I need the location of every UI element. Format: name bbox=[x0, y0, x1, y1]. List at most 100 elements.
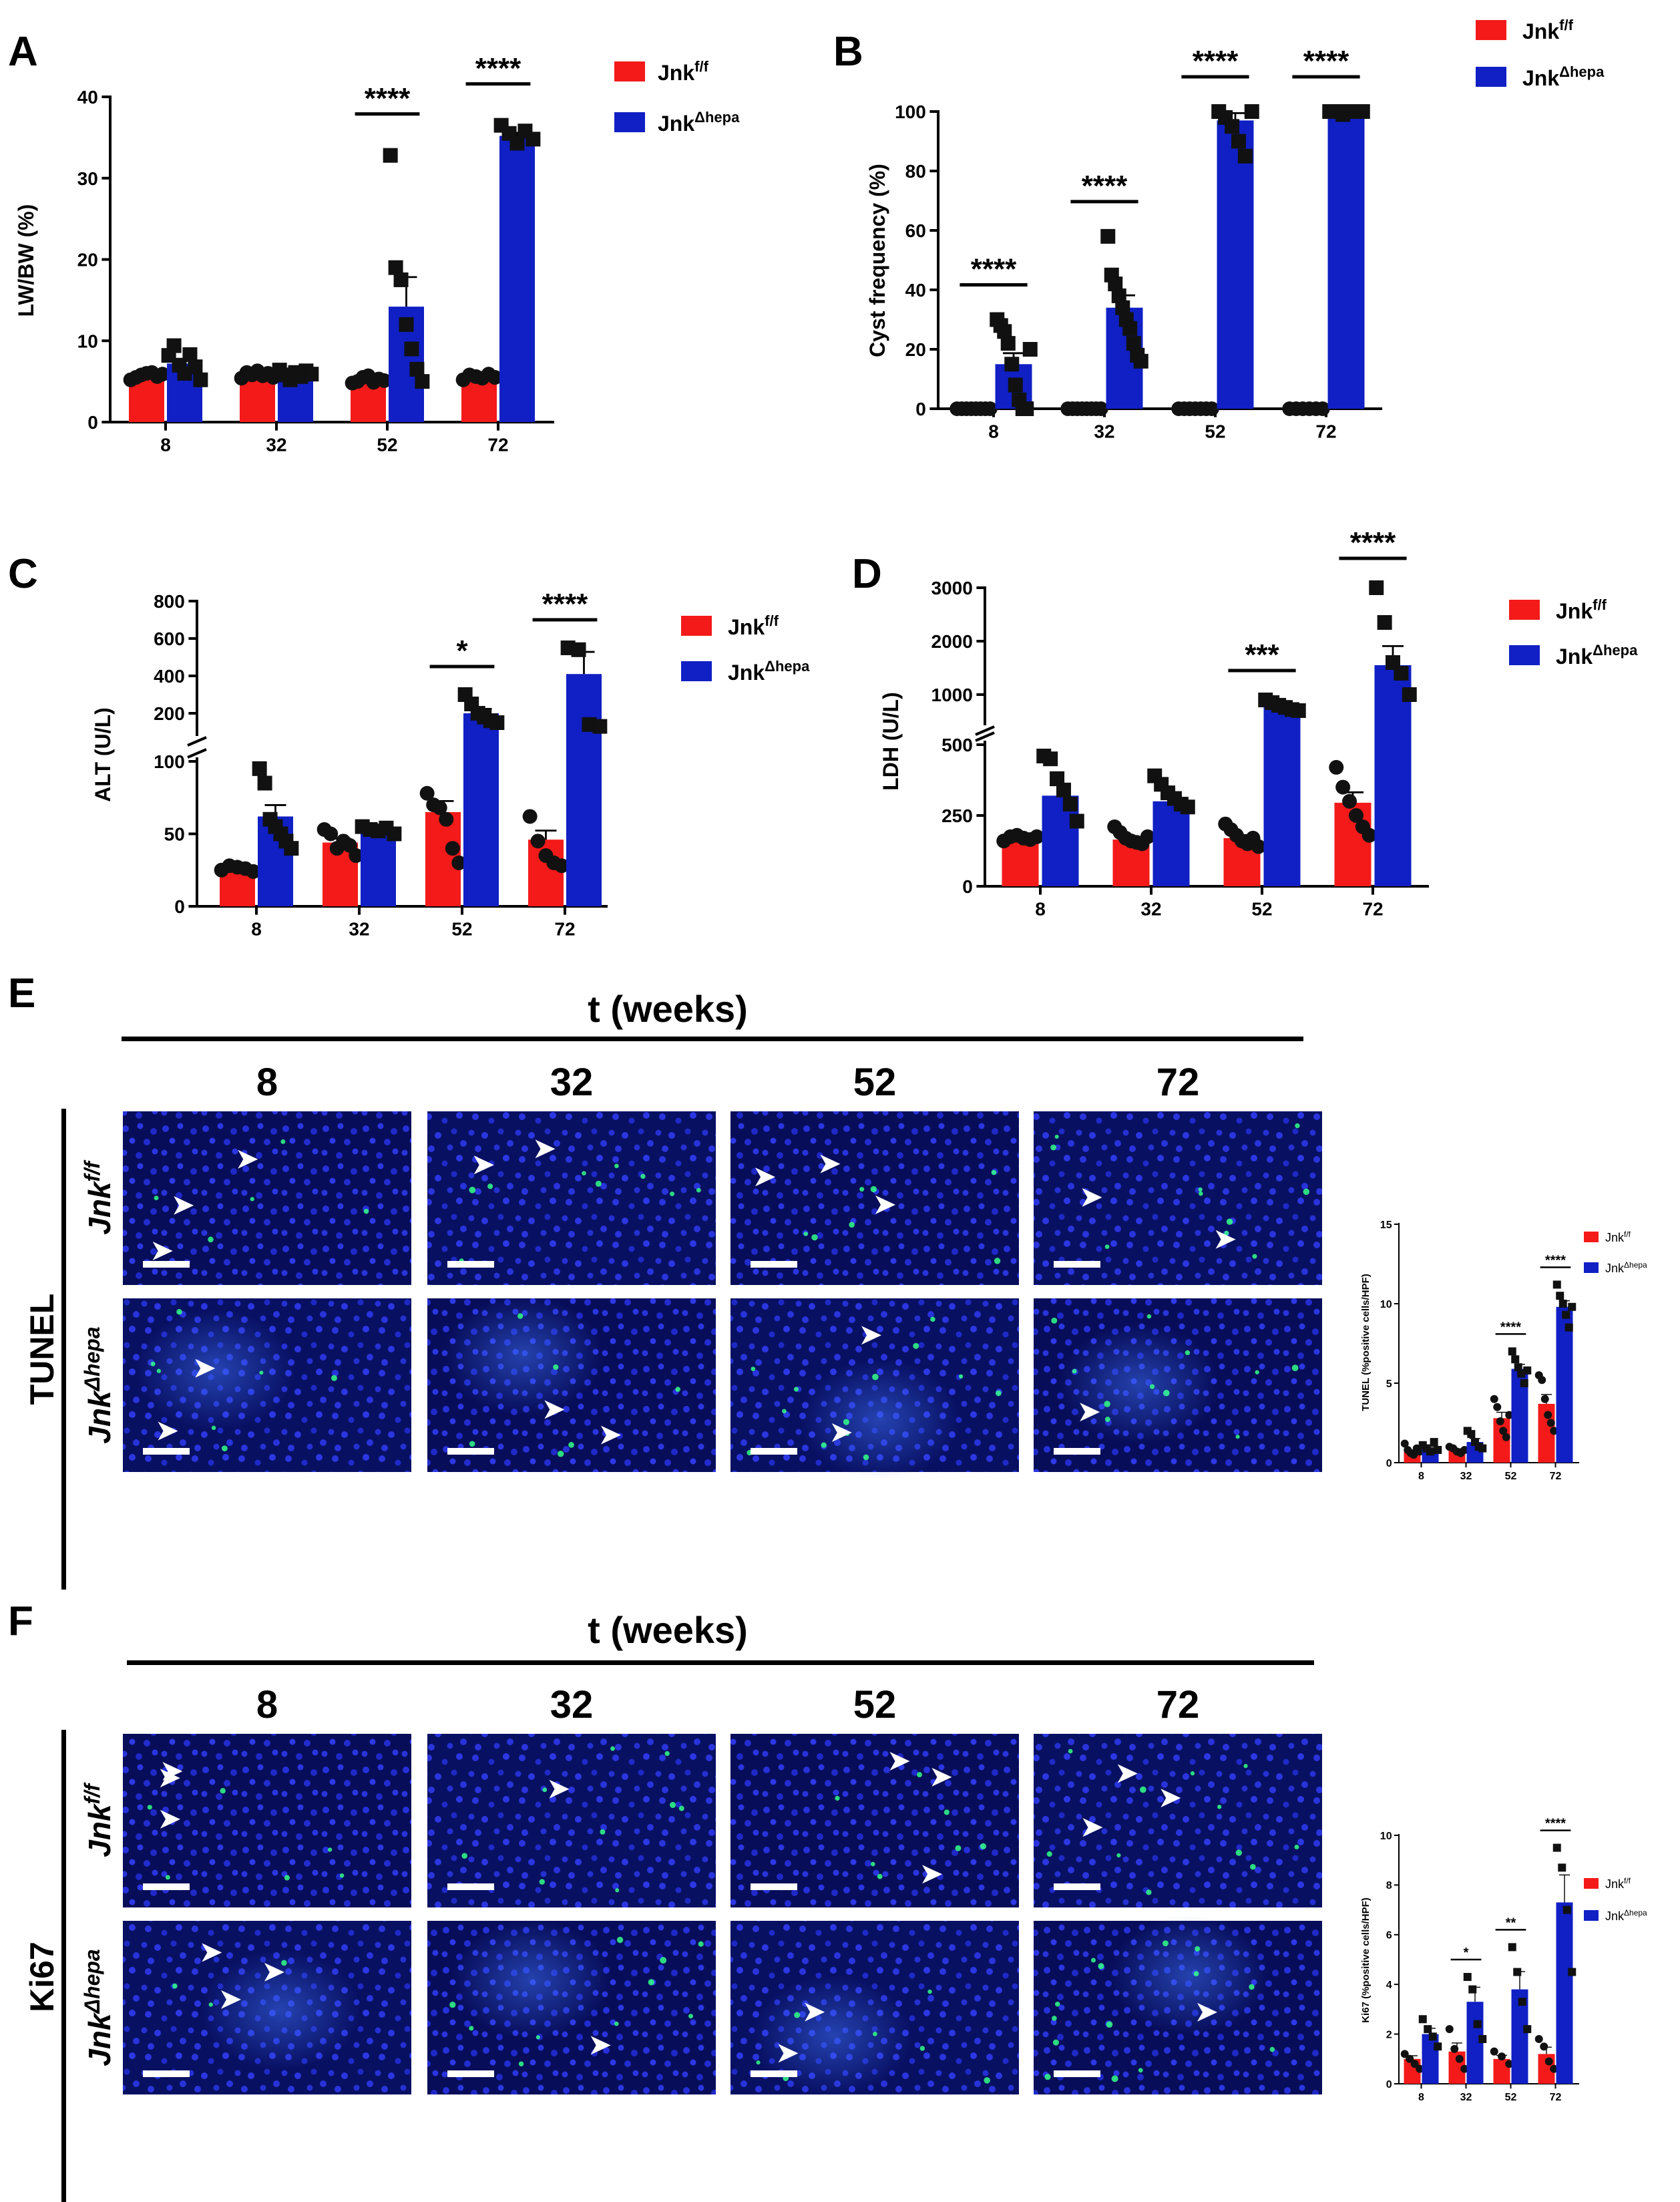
positive-cell bbox=[259, 1370, 264, 1375]
chart-e-x-tick-label: 8 bbox=[1418, 1471, 1424, 1482]
chart-e-point-mutant bbox=[1508, 1347, 1516, 1356]
chart-d-point-control bbox=[1029, 829, 1044, 844]
chart-b-bar-mutant bbox=[1217, 120, 1254, 409]
positive-cell bbox=[176, 1308, 182, 1315]
chart-e-point-control bbox=[1505, 1411, 1514, 1419]
column-label-e: 52 bbox=[853, 1061, 897, 1104]
positive-cell bbox=[449, 2001, 456, 2008]
arrowhead-icon bbox=[473, 1155, 494, 1175]
positive-cell bbox=[1255, 1370, 1259, 1374]
chart-f-point-control bbox=[1416, 2064, 1424, 2073]
legend-a-control-swatch bbox=[614, 61, 645, 81]
positive-cell bbox=[640, 1173, 646, 1179]
chart-c-bar-mutant bbox=[566, 674, 602, 906]
arrowhead-icon bbox=[220, 1990, 241, 2009]
positive-cell bbox=[220, 1788, 226, 1794]
chart-f-point-control bbox=[1455, 2054, 1464, 2063]
chart-e-point-control bbox=[1550, 1427, 1558, 1435]
positive-cell bbox=[1162, 1940, 1169, 1947]
chart-b-y-tick-label: 80 bbox=[905, 161, 926, 182]
chart-f-y-tick-label: 2 bbox=[1386, 2029, 1392, 2040]
legend-a: Jnkf/f JnkΔhepa bbox=[614, 58, 740, 136]
arrowhead-icon bbox=[600, 1425, 621, 1445]
positive-cell bbox=[698, 1941, 704, 1947]
scale-bar bbox=[143, 1448, 190, 1455]
scale-bar bbox=[143, 1261, 190, 1268]
arrowhead-icon bbox=[805, 2002, 825, 2022]
chart-f-point-mutant bbox=[1568, 1968, 1577, 1976]
chart-f-point-control bbox=[1534, 2035, 1543, 2044]
chart-d-point-control bbox=[1335, 779, 1351, 795]
chart-b-y-tick-label: 60 bbox=[905, 220, 926, 241]
chart-e-x-tick-label: 52 bbox=[1505, 1471, 1517, 1482]
row-label-gene: Jnk bbox=[82, 2012, 117, 2066]
chart-a-point-mutant bbox=[188, 359, 203, 375]
positive-cell bbox=[363, 1208, 369, 1214]
row-label-genotype: f/f bbox=[80, 1782, 104, 1805]
row-label-f: JnkΔhepa bbox=[80, 1949, 117, 2066]
chart-f-point-control bbox=[1505, 2060, 1514, 2068]
positive-cell bbox=[955, 1845, 962, 1851]
positive-cell bbox=[1269, 2046, 1275, 2052]
chart-f-point-mutant bbox=[1508, 1943, 1516, 1952]
row-rule-f bbox=[61, 1730, 66, 2202]
chart-f-point-control bbox=[1410, 2060, 1419, 2068]
chart-b-point-mutant bbox=[1022, 342, 1038, 357]
positive-cell bbox=[959, 1374, 964, 1379]
chart-c-point-mutant bbox=[592, 719, 608, 734]
chart-e-point-mutant bbox=[1556, 1292, 1564, 1300]
positive-cell bbox=[696, 1187, 701, 1193]
column-label-e: 72 bbox=[1157, 1061, 1200, 1104]
chart-c-point-mutant bbox=[571, 642, 586, 657]
positive-cell bbox=[1193, 1971, 1199, 1977]
arrowhead-icon bbox=[160, 1769, 180, 1788]
chart-f-point-mutant bbox=[1513, 1968, 1522, 1976]
positive-cell bbox=[793, 1387, 799, 1392]
positive-cell bbox=[1106, 2021, 1113, 2028]
chart-a-point-mutant bbox=[399, 317, 414, 332]
chart-e-point-control bbox=[1460, 1445, 1469, 1454]
legend-c-control-label: Jnkf/f bbox=[728, 612, 779, 639]
chart-e-point-mutant bbox=[1552, 1280, 1561, 1289]
micrograph-stain-region bbox=[443, 1295, 604, 1416]
chart-d-point-mutant bbox=[1050, 771, 1065, 786]
chart-d-x-tick-label: 32 bbox=[1140, 898, 1161, 919]
positive-cell bbox=[331, 1374, 337, 1381]
micrograph-stain-region bbox=[451, 1919, 612, 2040]
chart-a-point-mutant bbox=[193, 372, 208, 387]
chart-a-point-mutant bbox=[393, 272, 409, 287]
row-label-gene: Jnk bbox=[82, 1180, 117, 1235]
chart-c-y-tick-label: 800 bbox=[154, 591, 185, 612]
legend-a-control-label: Jnkf/f bbox=[658, 58, 709, 85]
positive-cell bbox=[1303, 1188, 1310, 1196]
chart-c-point-control bbox=[349, 848, 364, 864]
micrograph-e bbox=[730, 1111, 1019, 1285]
chart-e-significance-label: **** bbox=[1545, 1253, 1566, 1268]
positive-cell bbox=[1051, 1317, 1058, 1324]
row-label-genotype: Δhepa bbox=[80, 1326, 104, 1391]
positive-cell bbox=[1138, 2068, 1143, 2073]
positive-cell bbox=[1052, 2016, 1057, 2021]
chart-d-point-control bbox=[1140, 829, 1155, 844]
scale-bar bbox=[1054, 1448, 1100, 1455]
panel-label-c: C bbox=[8, 551, 38, 597]
positive-cell bbox=[1090, 1958, 1096, 1963]
positive-cell bbox=[553, 1364, 559, 1370]
chart-d-point-mutant bbox=[1369, 580, 1384, 595]
legend-c: Jnkf/f JnkΔhepa bbox=[681, 612, 810, 685]
legend-f: Jnkf/f JnkΔhepa bbox=[1584, 1876, 1647, 1923]
chart-d-significance-label: **** bbox=[1350, 526, 1396, 559]
arrowhead-icon bbox=[1080, 1403, 1100, 1422]
scale-bar bbox=[447, 1448, 494, 1455]
positive-cell bbox=[582, 1171, 586, 1175]
chart-f-point-control bbox=[1490, 2047, 1498, 2056]
arrowhead-icon bbox=[778, 2044, 799, 2063]
chart-e-point-control bbox=[1502, 1433, 1510, 1441]
micrograph-f bbox=[427, 1734, 716, 1907]
positive-cell bbox=[1249, 1984, 1255, 1990]
column-label-e: 8 bbox=[256, 1061, 278, 1104]
